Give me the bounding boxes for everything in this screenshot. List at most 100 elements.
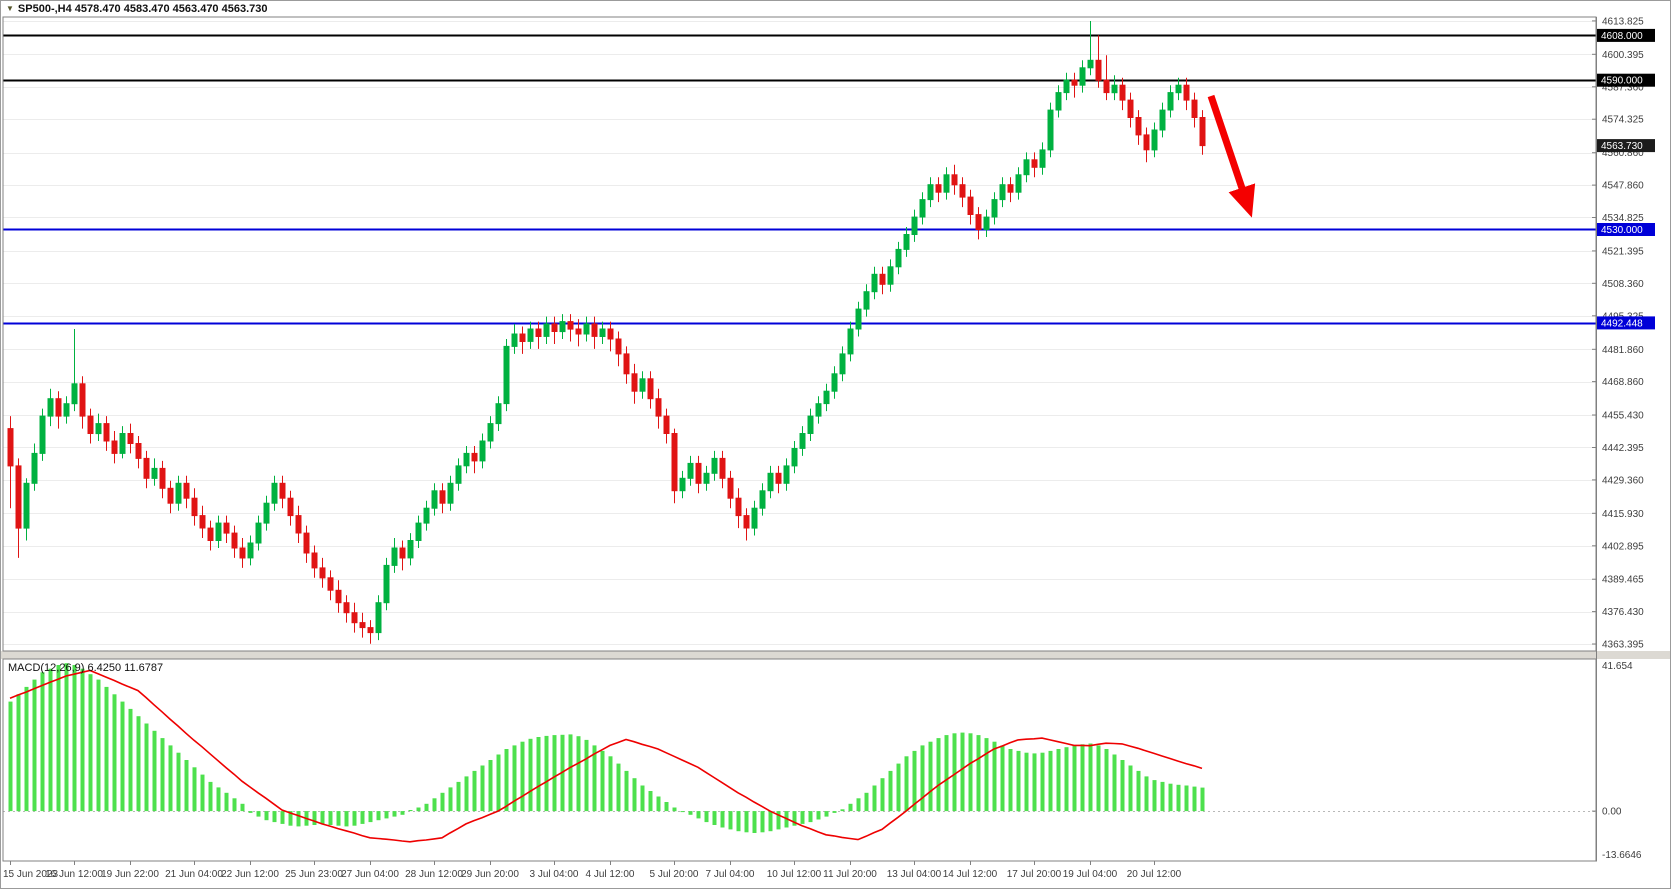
candle-body — [903, 234, 910, 250]
candle-body — [1079, 67, 1086, 86]
candle-body — [383, 564, 390, 604]
price-tick-label: 4481.860 — [1602, 345, 1644, 356]
time-tick-label: 19 Jul 04:00 — [1063, 869, 1118, 880]
price-tick-label: 4560.860 — [1602, 148, 1644, 159]
macd-tick-label: 0.00 — [1602, 807, 1622, 818]
candle-body — [55, 398, 62, 417]
candle-body — [895, 248, 902, 268]
candle-body — [151, 467, 158, 479]
candle-body — [1015, 174, 1022, 193]
candle-body — [399, 547, 406, 559]
time-tick-label: 10 Jul 12:00 — [767, 869, 822, 880]
candle-body — [479, 440, 486, 462]
time-tick-label: 22 Jun 12:00 — [221, 869, 279, 880]
candle-body — [391, 547, 398, 566]
price-badge — [1597, 139, 1655, 153]
price-badge-label: 4590.000 — [1601, 76, 1643, 87]
candle-body — [1151, 129, 1158, 151]
candle-body — [1159, 109, 1166, 131]
candle-body — [15, 465, 22, 529]
time-tick-label: 5 Jul 20:00 — [650, 869, 699, 880]
candle-body — [335, 589, 342, 604]
candle-body — [103, 423, 110, 442]
horizontal-level-lines[interactable] — [3, 34, 1596, 325]
candle-body — [487, 423, 494, 442]
candle-body — [271, 482, 278, 504]
candle-body — [95, 423, 102, 435]
price-axis[interactable]: 4613.825 4600.395 4587.360 4574.325 4560.860… — [1592, 16, 1644, 651]
candle-body — [31, 452, 38, 484]
candle-body — [503, 345, 510, 405]
time-tick-label: 28 Jun 12:00 — [405, 869, 463, 880]
candle-body — [767, 472, 774, 492]
candle-body — [759, 490, 766, 509]
price-badge-label: 4563.730 — [1601, 141, 1643, 152]
candle-body — [215, 522, 222, 541]
candle-body — [159, 467, 166, 489]
panel-separator[interactable] — [1, 651, 1671, 659]
candle-body — [255, 522, 262, 544]
candle-body — [735, 497, 742, 517]
candle-body — [639, 378, 646, 392]
price-badges: 4608.000 4590.000 4563.730 4530.000 4492.448 — [1597, 28, 1655, 330]
candle-body — [575, 328, 582, 335]
candle-body — [423, 507, 430, 524]
candle-body — [911, 216, 918, 236]
candle-body — [879, 273, 886, 285]
candle-body — [703, 472, 710, 484]
candle-body — [695, 462, 702, 484]
candle-body — [615, 338, 622, 355]
candle-body — [119, 433, 126, 454]
candlesticks — [7, 21, 1206, 644]
candle-body — [231, 532, 238, 549]
candle-body — [71, 383, 78, 405]
candle-body — [887, 266, 894, 285]
candle-body — [111, 440, 118, 454]
candle-body — [951, 174, 958, 186]
candle-body — [1047, 109, 1054, 151]
candle-body — [439, 490, 446, 504]
symbol-title: ▼ SP500-,H4 4578.470 4583.470 4563.470 45… — [6, 3, 268, 15]
candle-body — [1183, 84, 1190, 101]
candle-body — [591, 323, 598, 337]
chart-marker-icon: ▼ — [6, 4, 14, 13]
candle-body — [519, 333, 526, 342]
macd-indicator-label: MACD(12,26,9) 6.4250 11.6787 — [8, 662, 164, 674]
price-badge — [1597, 73, 1655, 87]
price-tick-label: 4574.325 — [1602, 115, 1644, 126]
candle-body — [863, 291, 870, 310]
candle-body — [535, 328, 542, 337]
price-tick-label: 4402.895 — [1602, 541, 1644, 552]
time-tick-label: 21 Jun 04:00 — [165, 869, 223, 880]
candle-body — [511, 333, 518, 347]
candle-body — [655, 398, 662, 417]
candle-body — [719, 457, 726, 479]
macd-panel-frame — [2, 658, 1597, 862]
candle-body — [183, 482, 190, 499]
time-tick-label: 20 Jul 12:00 — [1127, 869, 1182, 880]
candle-body — [1111, 84, 1118, 94]
candle-body — [135, 443, 142, 459]
candle-body — [559, 321, 566, 333]
candle-body — [279, 482, 286, 499]
time-tick-label: 27 Jun 04:00 — [341, 869, 399, 880]
macd-tick-label: 41.654 — [1602, 661, 1633, 672]
candle-body — [687, 462, 694, 479]
candle-body — [311, 552, 318, 569]
time-tick-label: 4 Jul 12:00 — [586, 869, 635, 880]
candle-body — [87, 415, 94, 435]
candle-body — [935, 184, 942, 193]
candle-body — [287, 497, 294, 517]
candle-body — [999, 184, 1006, 201]
macd-axis[interactable]: 41.654 0.00 -13.6646 — [1592, 658, 1642, 862]
price-tick-label: 4613.825 — [1602, 16, 1644, 27]
price-badge-label: 4492.448 — [1601, 318, 1643, 329]
candle-body — [47, 398, 54, 417]
candle-body — [871, 273, 878, 293]
candle-body — [223, 522, 230, 534]
candle-body — [711, 457, 718, 474]
candle-body — [351, 612, 358, 624]
trend-arrow[interactable] — [1207, 94, 1256, 218]
